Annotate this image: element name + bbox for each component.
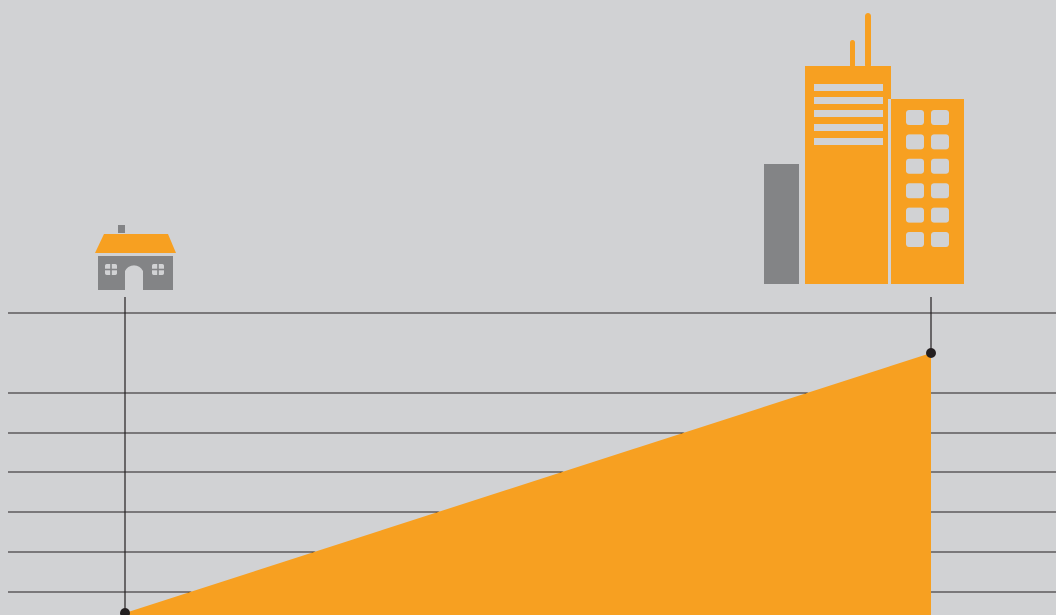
antenna-short	[850, 40, 855, 68]
house-chimney	[118, 225, 125, 233]
building-window	[931, 134, 949, 150]
building-window	[906, 134, 924, 150]
house-roof	[95, 234, 176, 253]
gray-building	[764, 164, 799, 284]
house-window-right	[152, 264, 164, 275]
building-window	[931, 110, 949, 125]
building-window	[906, 207, 924, 223]
building-window	[906, 183, 924, 199]
house-window-left	[105, 264, 117, 275]
house-icon	[95, 225, 176, 290]
city-buildings-icon	[764, 13, 964, 284]
building-window	[906, 110, 924, 125]
building-window	[931, 232, 949, 247]
building-window	[906, 232, 924, 247]
antenna-tall	[865, 13, 871, 68]
short-building-windows	[906, 110, 949, 247]
building-window	[931, 158, 949, 174]
building-window	[906, 158, 924, 174]
growth-area	[125, 353, 931, 615]
short-orange-building	[891, 99, 964, 284]
house-door	[125, 265, 143, 290]
tall-building-stripes	[814, 84, 883, 145]
building-window	[931, 183, 949, 199]
building-divider	[888, 99, 891, 284]
end-point	[926, 348, 936, 358]
start-point	[120, 608, 130, 615]
building-window	[931, 207, 949, 223]
